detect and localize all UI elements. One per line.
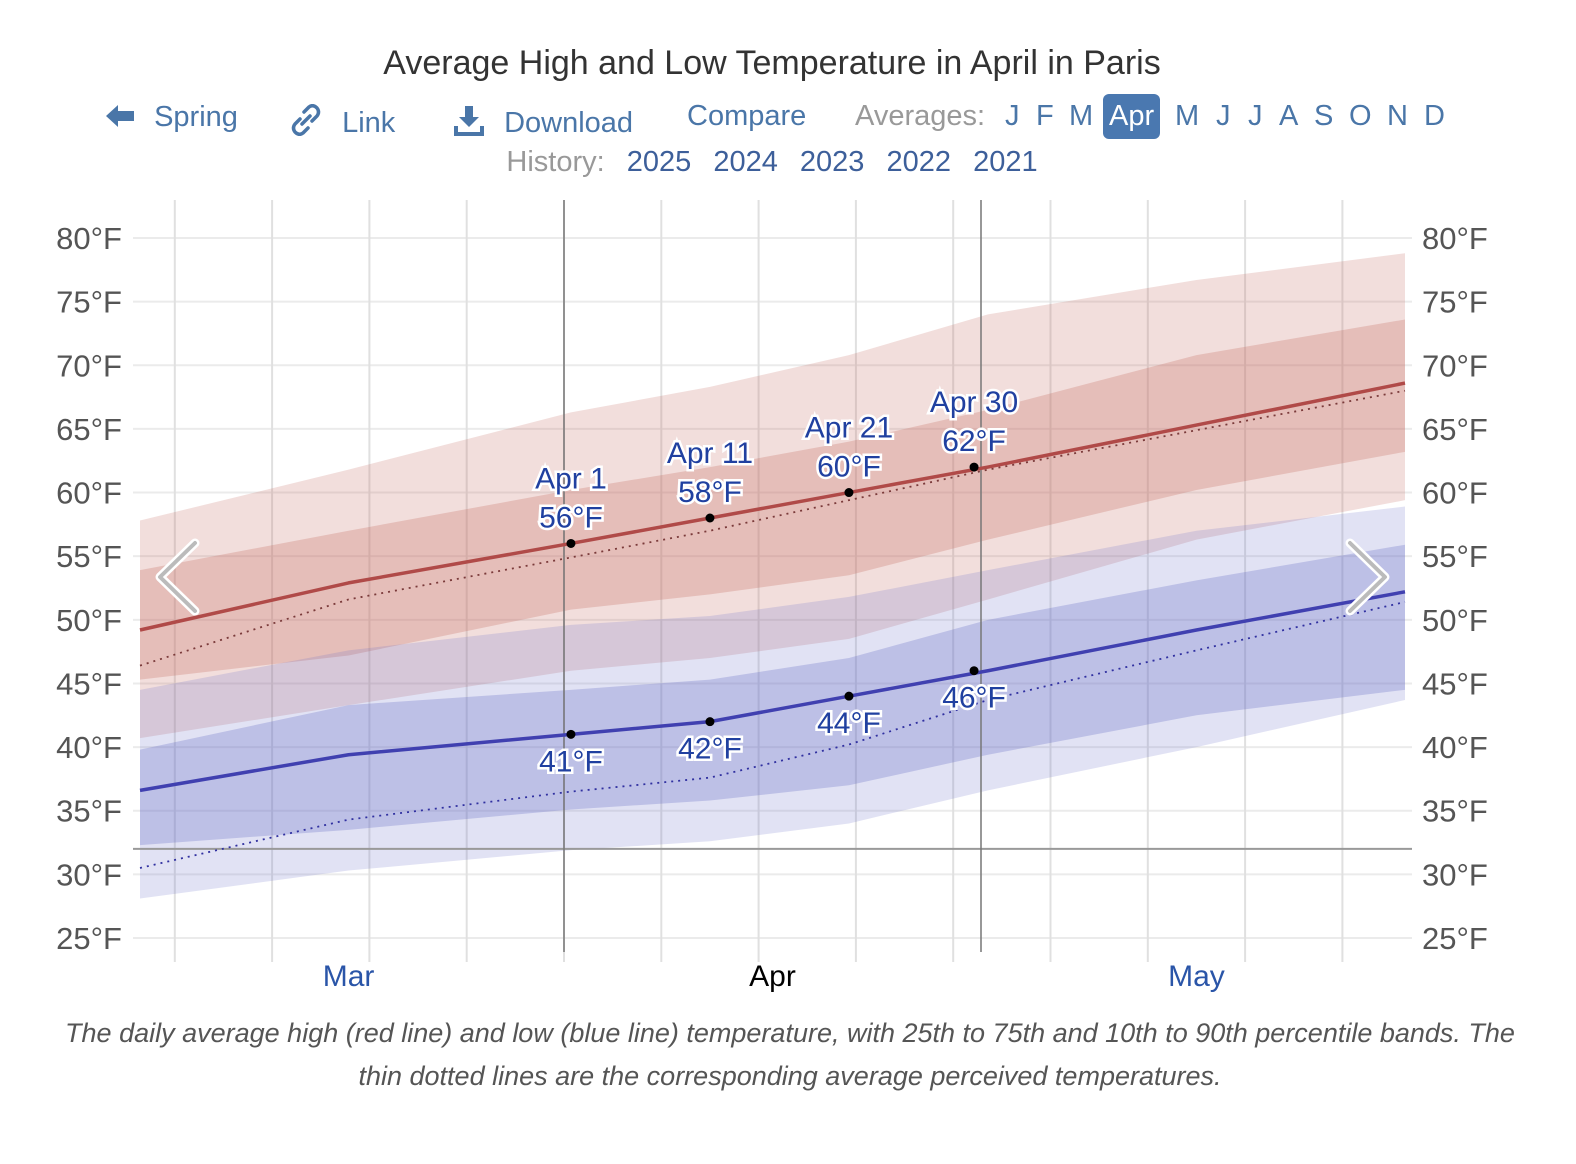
y-tick-label-right: 40°F: [1422, 730, 1488, 765]
y-tick-label-right: 80°F: [1422, 221, 1488, 256]
month-dec[interactable]: D: [1424, 100, 1445, 132]
x-tick-label: Mar: [323, 960, 375, 993]
y-tick-label-left: 75°F: [56, 285, 122, 320]
y-tick-label-left: 55°F: [56, 539, 122, 574]
month-jul[interactable]: J: [1248, 100, 1263, 132]
y-tick-label-left: 50°F: [56, 603, 122, 638]
annotation-high-label: 58°F: [678, 476, 742, 509]
month-oct[interactable]: O: [1349, 100, 1372, 132]
arrow-left-icon: [106, 105, 134, 127]
page-title: Average High and Low Temperature in Apri…: [383, 44, 1161, 82]
annotation-date-label: Apr 11: [667, 437, 753, 470]
low-point: [566, 729, 576, 739]
y-tick-label-right: 50°F: [1422, 603, 1488, 638]
y-tick-label-right: 70°F: [1422, 348, 1488, 383]
y-tick-label-left: 80°F: [56, 221, 122, 256]
y-tick-label-right: 30°F: [1422, 857, 1488, 892]
y-tick-label-left: 35°F: [56, 794, 122, 829]
month-apr-selected[interactable]: Apr: [1103, 94, 1161, 139]
annotation-low-label: 44°F: [817, 707, 881, 740]
high-band-10-90: [140, 253, 1405, 739]
chart-caption: The daily average high (red line) and lo…: [65, 1018, 1515, 1091]
x-tick-label: Apr: [749, 960, 796, 993]
month-nov[interactable]: N: [1387, 100, 1408, 132]
history-year-2022[interactable]: 2022: [886, 146, 952, 178]
low-point: [969, 666, 979, 676]
y-tick-label-right: 75°F: [1422, 285, 1488, 320]
y-tick-label-left: 30°F: [56, 857, 122, 892]
y-tick-label-right: 65°F: [1422, 412, 1488, 447]
history-year-2023[interactable]: 2023: [799, 146, 865, 178]
high-point: [705, 513, 715, 523]
annotation-high-label: 56°F: [539, 501, 603, 534]
y-tick-label-left: 70°F: [56, 348, 122, 383]
x-tick-label: May: [1168, 960, 1225, 993]
annotation-low-label: 41°F: [539, 745, 603, 778]
month-may[interactable]: M: [1175, 100, 1200, 132]
annotation-low-label: 46°F: [942, 682, 1006, 715]
history-label: History:: [506, 146, 605, 178]
nav-bar: Spring Link Download Compare Averages: J…: [0, 94, 1576, 140]
y-tick-label-left: 45°F: [56, 666, 122, 701]
low-point: [705, 717, 715, 727]
history-year-2024[interactable]: 2024: [713, 146, 778, 178]
high-point: [969, 462, 979, 472]
month-sep[interactable]: S: [1314, 100, 1334, 132]
download-icon: [454, 106, 484, 136]
month-jun[interactable]: J: [1216, 100, 1231, 132]
y-tick-label-right: 25°F: [1422, 921, 1488, 956]
y-tick-label-left: 25°F: [56, 921, 122, 956]
history-row: History: 2025 2024 2023 2022 2021: [0, 146, 1544, 179]
high-band-25-75: [140, 319, 1405, 680]
download-button[interactable]: Download: [454, 100, 633, 140]
chevron-right-icon[interactable]: [1348, 541, 1387, 613]
link-icon: [291, 103, 321, 137]
y-tick-label-right: 45°F: [1422, 666, 1488, 701]
y-tick-label-left: 60°F: [56, 476, 122, 511]
spring-label: Spring: [154, 101, 238, 133]
history-year-2021[interactable]: 2021: [973, 146, 1038, 178]
month-aug[interactable]: A: [1279, 100, 1299, 132]
temperature-chart: 25°F 25°F 30°F 30°F 35°F 35°F 40°F 40°F 45°F 45°F…: [56, 200, 1488, 993]
annotation-date-label: Apr 1: [535, 462, 607, 495]
low-point: [844, 691, 854, 701]
y-tick-label-right: 35°F: [1422, 794, 1488, 829]
y-tick-label-right: 55°F: [1422, 539, 1488, 574]
month-mar[interactable]: M: [1069, 100, 1094, 132]
link-label: Link: [342, 107, 396, 139]
annotation-date-label: Apr 30: [930, 386, 1018, 419]
spring-link[interactable]: Spring: [104, 100, 238, 134]
annotation-high-label: 62°F: [942, 425, 1006, 458]
averages-label: Averages:: [855, 100, 986, 132]
low-line: [139, 590, 1406, 793]
history-year-2025[interactable]: 2025: [626, 146, 692, 178]
y-tick-label-right: 60°F: [1422, 476, 1488, 511]
chevron-left-icon[interactable]: [158, 541, 197, 613]
annotation-high-label: 60°F: [817, 451, 881, 484]
high-point: [844, 488, 854, 498]
high-point: [566, 538, 576, 548]
low-band-10-90: [140, 506, 1405, 899]
download-label: Download: [504, 107, 634, 139]
y-tick-label-left: 65°F: [56, 412, 122, 447]
low-band-25-75: [140, 544, 1405, 846]
high-line: [139, 381, 1406, 632]
y-tick-label-left: 40°F: [56, 730, 122, 765]
link-button[interactable]: Link: [290, 100, 395, 140]
annotation-date-label: Apr 21: [805, 412, 893, 445]
compare-link[interactable]: Compare: [687, 100, 807, 132]
annotation-low-label: 42°F: [678, 733, 742, 766]
month-feb[interactable]: F: [1036, 100, 1054, 132]
month-jan[interactable]: J: [1005, 100, 1020, 132]
